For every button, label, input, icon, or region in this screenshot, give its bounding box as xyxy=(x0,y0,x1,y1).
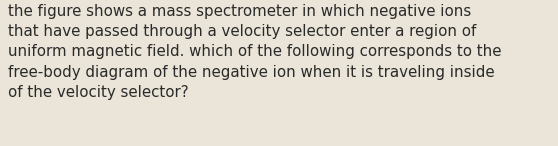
Text: the figure shows a mass spectrometer in which negative ions
that have passed thr: the figure shows a mass spectrometer in … xyxy=(8,4,502,100)
